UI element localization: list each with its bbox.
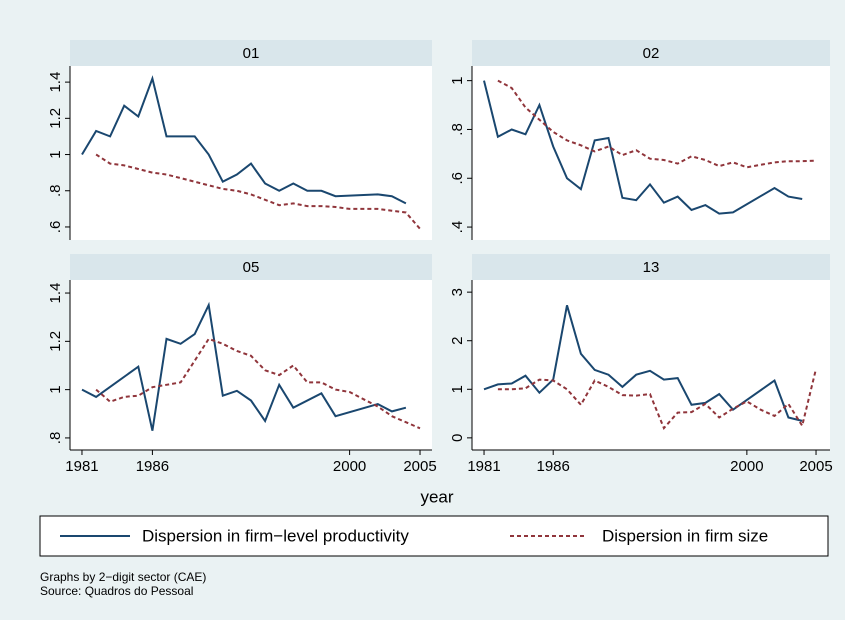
y-tick-label: 1 [449,385,466,393]
y-tick-label: .6 [47,221,64,234]
y-tick-label: .6 [449,172,466,185]
x-tick-label: 2005 [403,458,436,475]
y-tick-label: 1.2 [47,331,64,352]
y-tick-label: 1.2 [47,108,64,129]
plot-area [70,280,432,450]
y-tick-label: .8 [449,123,466,136]
y-tick-label: 1 [47,150,64,158]
panel-title: 02 [643,45,660,62]
y-tick-label: .8 [47,184,64,197]
plot-area [472,280,830,450]
plot-area [472,66,830,240]
panel-header [70,254,432,280]
x-tick-label: 2000 [730,458,763,475]
note: Graphs by 2−digit sector (CAE) [40,570,206,584]
x-axis-label: year [420,487,453,506]
legend-label: Dispersion in firm size [602,526,768,545]
x-tick-label: 1981 [467,458,500,475]
series-line [95,153,421,230]
panel-header [70,40,432,66]
legend [39,515,829,557]
y-tick-label: 1 [449,76,466,84]
legend-label: Dispersion in firm−level productivity [142,526,409,545]
y-tick-label: 1.4 [47,283,64,304]
x-tick-label: 1986 [537,458,570,475]
panel-title: 13 [643,259,660,276]
panel-title: 01 [243,45,260,62]
panel-header [472,40,830,66]
x-tick-label: 2005 [799,458,832,475]
y-tick-label: .4 [449,221,466,234]
x-tick-label: 1986 [136,458,169,475]
y-tick-label: 2 [449,337,466,345]
x-tick-label: 1981 [65,458,98,475]
series-line [81,301,407,431]
series-line [497,79,817,169]
y-tick-label: 3 [449,288,466,296]
panel-header [472,254,830,280]
series-line [81,75,407,205]
y-tick-label: 1.4 [47,72,64,93]
series-line [497,368,817,430]
plot-area [70,66,432,240]
panel-title: 05 [243,259,260,276]
y-tick-label: 1 [47,385,64,393]
note: Source: Quadros do Pessoal [40,584,193,598]
x-tick-label: 2000 [333,458,366,475]
y-tick-label: 0 [449,434,466,442]
series-line [483,80,803,215]
y-tick-label: .8 [47,432,64,445]
